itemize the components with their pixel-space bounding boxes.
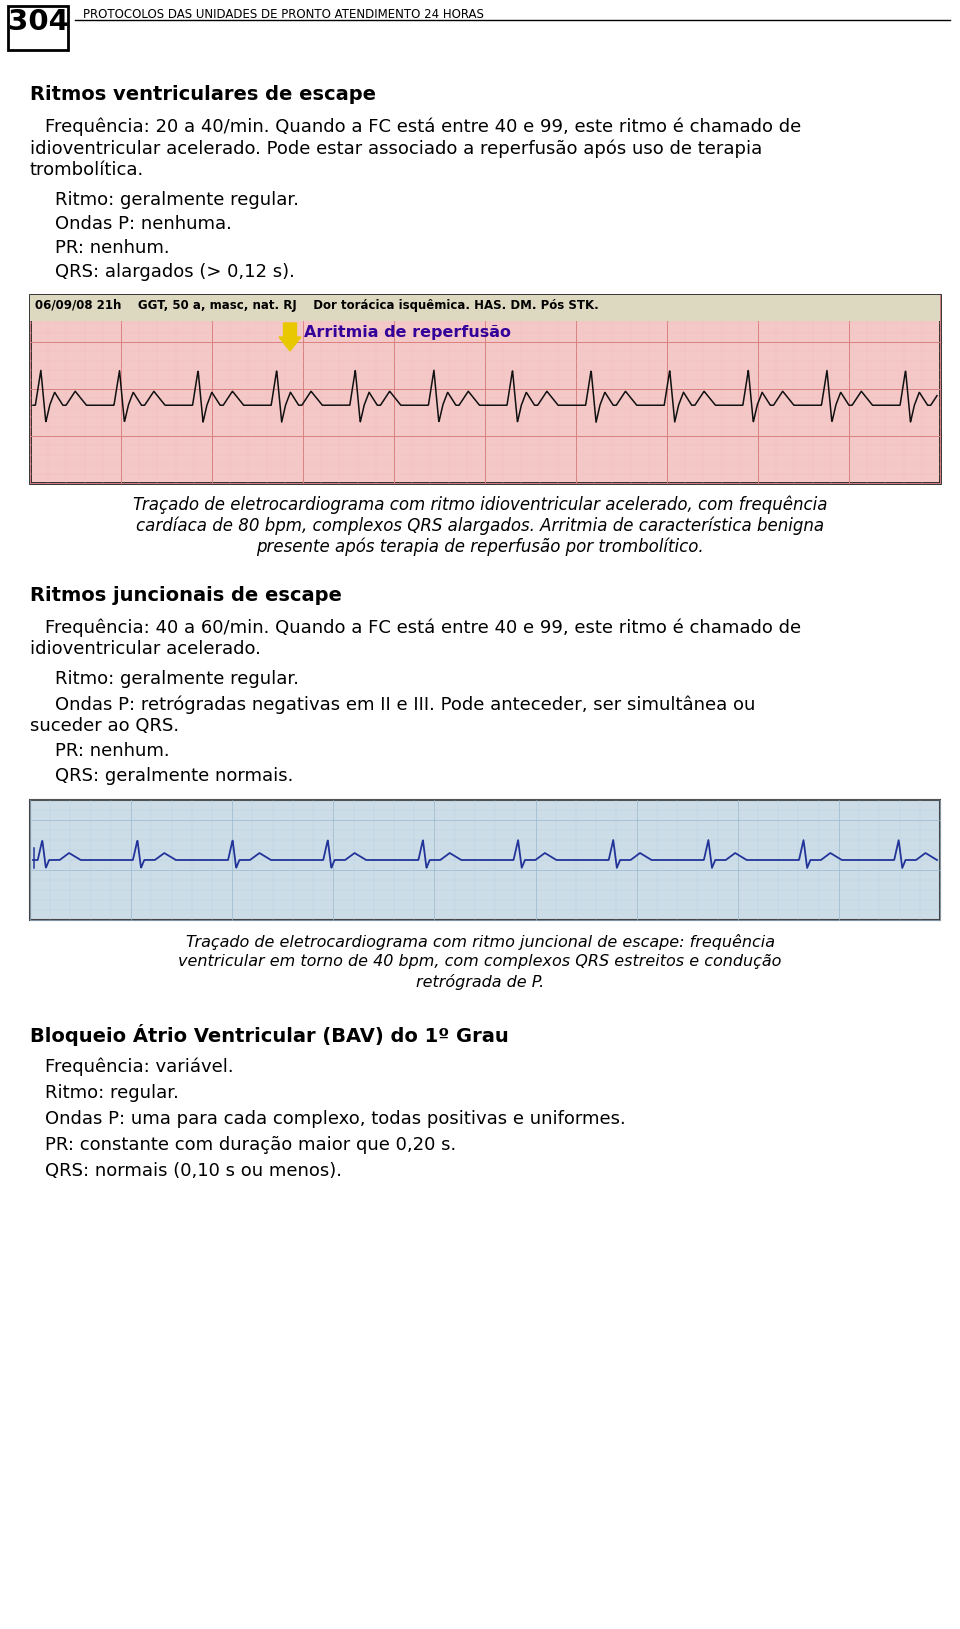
Text: ventricular em torno de 40 bpm, com complexos QRS estreitos e condução: ventricular em torno de 40 bpm, com comp… (179, 955, 781, 969)
Bar (30, 295, 940, 321)
Text: Frequência: 40 a 60/min. Quando a FC está entre 40 e 99, este ritmo é chamado de: Frequência: 40 a 60/min. Quando a FC est… (45, 617, 802, 637)
Text: Traçado de eletrocardiograma com ritmo idioventricular acelerado, com frequência: Traçado de eletrocardiograma com ritmo i… (132, 495, 828, 513)
Text: 304: 304 (8, 8, 68, 36)
Text: QRS: alargados (> 0,12 s).: QRS: alargados (> 0,12 s). (55, 262, 295, 280)
Text: Arritmia de reperfusão: Arritmia de reperfusão (304, 326, 511, 340)
Text: Ondas P: nenhuma.: Ondas P: nenhuma. (55, 215, 232, 233)
Text: retrógrada de P.: retrógrada de P. (416, 974, 544, 990)
Text: Frequência: 20 a 40/min. Quando a FC está entre 40 e 99, este ritmo é chamado de: Frequência: 20 a 40/min. Quando a FC est… (45, 117, 802, 135)
Text: Ritmo: regular.: Ritmo: regular. (45, 1083, 179, 1101)
Bar (8, 7, 68, 50)
Text: Frequência: variável.: Frequência: variável. (45, 1057, 233, 1077)
Text: idioventricular acelerado.: idioventricular acelerado. (30, 640, 261, 658)
Text: PROTOCOLOS DAS UNIDADES DE PRONTO ATENDIMENTO 24 HORAS: PROTOCOLOS DAS UNIDADES DE PRONTO ATENDI… (83, 8, 484, 21)
Text: presente após terapia de reperfusão por trombolítico.: presente após terapia de reperfusão por … (256, 538, 704, 555)
Text: Ritmos ventriculares de escape: Ritmos ventriculares de escape (30, 85, 376, 104)
Bar (30, 295, 940, 484)
Text: Ritmo: geralmente regular.: Ritmo: geralmente regular. (55, 191, 299, 209)
Text: suceder ao QRS.: suceder ao QRS. (30, 717, 180, 735)
Text: cardíaca de 80 bpm, complexos QRS alargados. Arritmia de característica benigna: cardíaca de 80 bpm, complexos QRS alarga… (136, 516, 824, 534)
Text: PR: nenhum.: PR: nenhum. (55, 741, 170, 761)
Text: trombolítica.: trombolítica. (30, 161, 144, 179)
Text: Ritmo: geralmente regular.: Ritmo: geralmente regular. (55, 670, 299, 687)
Text: Ondas P: retrógradas negativas em II e III. Pode anteceder, ser simultânea ou: Ondas P: retrógradas negativas em II e I… (55, 696, 756, 714)
Text: QRS: normais (0,10 s ou menos).: QRS: normais (0,10 s ou menos). (45, 1161, 342, 1179)
Text: Traçado de eletrocardiograma com ritmo juncional de escape: frequência: Traçado de eletrocardiograma com ritmo j… (185, 933, 775, 950)
FancyArrow shape (279, 323, 301, 350)
Bar (30, 800, 940, 920)
Text: 06/09/08 21h    GGT, 50 a, masc, nat. RJ    Dor torácica isquêmica. HAS. DM. Pós: 06/09/08 21h GGT, 50 a, masc, nat. RJ Do… (35, 300, 599, 313)
Text: QRS: geralmente normais.: QRS: geralmente normais. (55, 767, 294, 785)
Text: PR: constante com duração maior que 0,20 s.: PR: constante com duração maior que 0,20… (45, 1135, 456, 1153)
Text: PR: nenhum.: PR: nenhum. (55, 239, 170, 257)
Text: Ritmos juncionais de escape: Ritmos juncionais de escape (30, 586, 342, 604)
Text: Bloqueio Átrio Ventricular (BAV) do 1º Grau: Bloqueio Átrio Ventricular (BAV) do 1º G… (30, 1025, 509, 1046)
Text: idioventricular acelerado. Pode estar associado a reperfusão após uso de terapia: idioventricular acelerado. Pode estar as… (30, 138, 762, 158)
Text: Ondas P: uma para cada complexo, todas positivas e uniformes.: Ondas P: uma para cada complexo, todas p… (45, 1109, 626, 1127)
